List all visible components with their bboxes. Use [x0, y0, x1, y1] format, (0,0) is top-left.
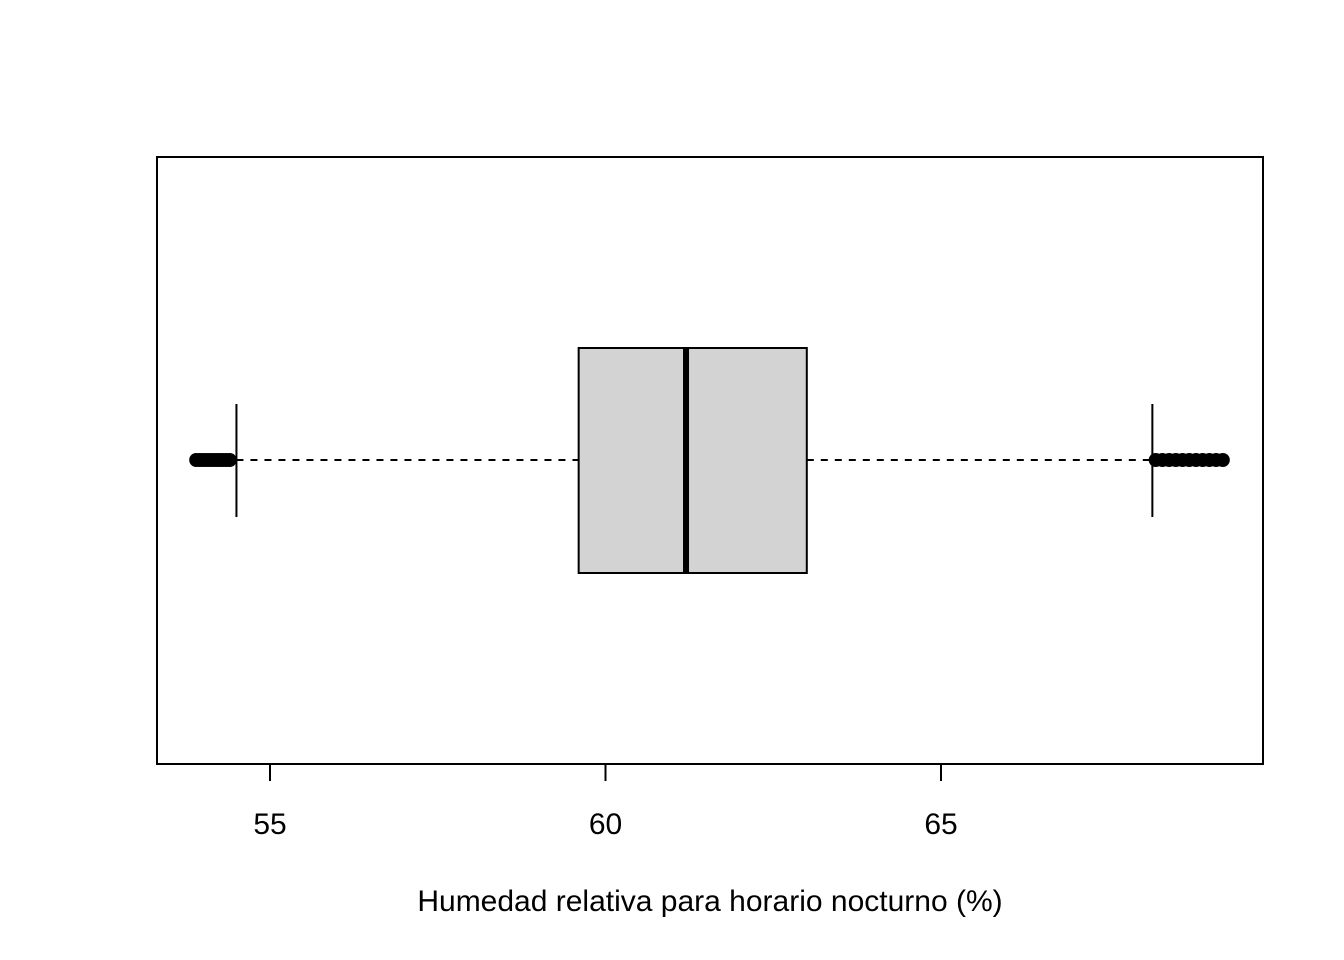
x-axis: 55 60 65	[253, 764, 958, 841]
plot-frame	[156, 156, 1264, 765]
outlier-point	[1215, 453, 1230, 467]
x-tick-label: 65	[924, 808, 957, 841]
x-axis-title: Humedad relativa para horario nocturno (…	[417, 885, 1002, 918]
boxplot-marks	[189, 347, 1230, 574]
iqr-box	[577, 347, 808, 574]
x-tick-label: 60	[589, 808, 622, 841]
x-tick-label: 55	[253, 808, 286, 841]
outlier-point	[222, 453, 237, 467]
